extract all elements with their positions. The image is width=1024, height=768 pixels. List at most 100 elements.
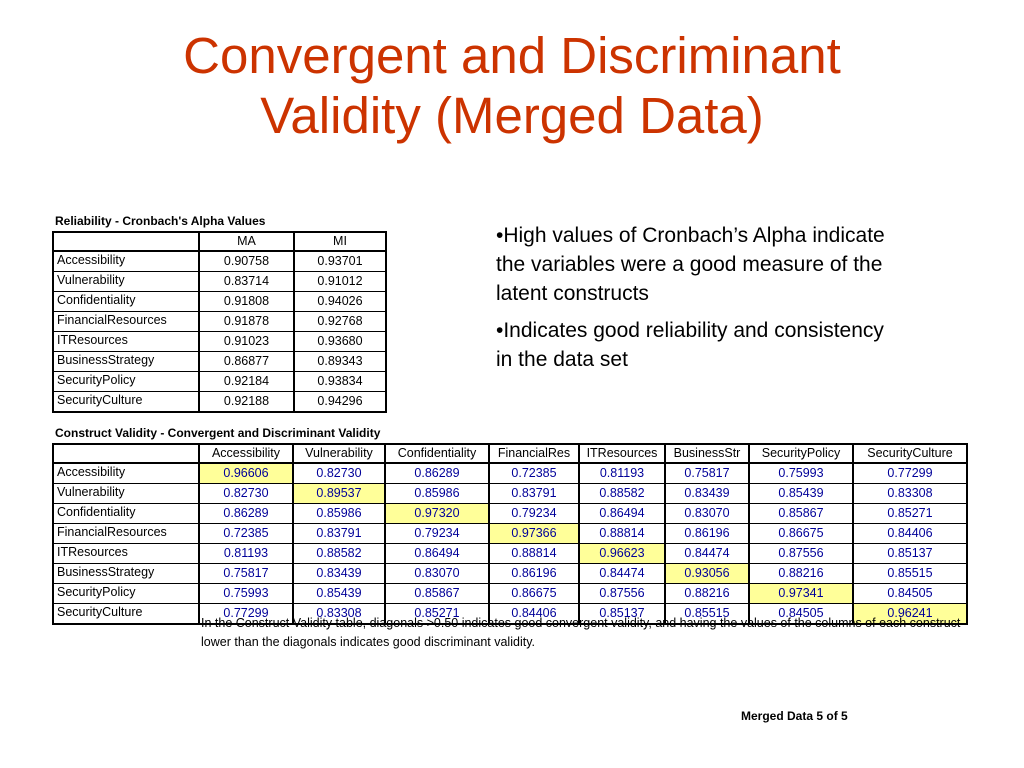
table-row: Vulnerability 0.82730 0.89537 0.85986 0.8379… xyxy=(52,483,968,504)
value-cell: 0.86675 xyxy=(749,523,854,544)
reliability-table: MA MI Accessibility 0.90758 0.93701 Vulnerabi… xyxy=(52,231,387,413)
value-cell: 0.88814 xyxy=(489,543,580,564)
value-cell: 0.85867 xyxy=(385,583,490,604)
value-cell: 0.84474 xyxy=(665,543,750,564)
value-cell: 0.94296 xyxy=(294,391,387,413)
value-cell: 0.84406 xyxy=(489,603,580,625)
value-cell: 0.85439 xyxy=(293,583,386,604)
value-cell: 0.92768 xyxy=(294,311,387,332)
slide-title-line-2: Validity (Merged Data) xyxy=(260,87,764,144)
column-header: FinancialRes xyxy=(489,443,580,464)
slide-title-line-1: Convergent and Discriminant xyxy=(183,27,841,84)
row-label: Confidentiality xyxy=(52,503,200,524)
value-cell: 0.86289 xyxy=(385,462,490,484)
table-row: Confidentiality 0.86289 0.85986 0.97320 0.79… xyxy=(52,503,968,524)
value-cell: 0.79234 xyxy=(385,523,490,544)
bullet-list: •High values of Cronbach’s Alpha indicat… xyxy=(496,221,896,382)
value-cell: 0.83439 xyxy=(665,483,750,504)
value-cell: 0.86196 xyxy=(665,523,750,544)
table-row: BusinessStrategy 0.86877 0.89343 xyxy=(52,351,387,372)
value-cell: 0.92184 xyxy=(199,371,295,392)
row-label: ITResources xyxy=(52,543,200,564)
table-row: Accessibility 0.96606 0.82730 0.86289 0.7238… xyxy=(52,462,968,484)
value-cell: 0.92188 xyxy=(199,391,295,413)
value-cell: 0.83439 xyxy=(293,563,386,584)
construct-validity-table: Accessibility Vulnerability Confidentialit… xyxy=(52,443,968,625)
value-cell: 0.86494 xyxy=(385,543,490,564)
value-cell: 0.84406 xyxy=(853,523,968,544)
value-cell: 0.84474 xyxy=(579,563,666,584)
table-row: SecurityCulture 0.77299 0.83308 0.85271 0.84… xyxy=(52,603,968,625)
value-cell: 0.90758 xyxy=(199,250,295,272)
value-cell: 0.93834 xyxy=(294,371,387,392)
value-cell: 0.86877 xyxy=(199,351,295,372)
construct-validity-note: In the Construct Validity table, diagona… xyxy=(201,616,961,649)
value-cell: 0.83714 xyxy=(199,271,295,292)
table-row: FinancialResources 0.91878 0.92768 xyxy=(52,311,387,332)
value-cell: 0.84505 xyxy=(749,603,854,625)
value-cell: 0.88216 xyxy=(749,563,854,584)
value-cell: 0.77299 xyxy=(199,603,294,625)
row-label: SecurityPolicy xyxy=(52,583,200,604)
bullet-item: •High values of Cronbach’s Alpha indicat… xyxy=(496,224,885,305)
value-cell: 0.79234 xyxy=(489,503,580,524)
diagonal-value-cell: 0.96623 xyxy=(579,543,666,564)
table-row: SecurityPolicy 0.92184 0.93834 xyxy=(52,371,387,392)
table-row: Accessibility 0.90758 0.93701 xyxy=(52,250,387,272)
slide-footer: Merged Data 5 of 5 xyxy=(741,709,848,723)
header-corner-cell xyxy=(52,443,200,464)
value-cell: 0.85867 xyxy=(749,503,854,524)
value-cell: 0.85137 xyxy=(853,543,968,564)
value-cell: 0.85439 xyxy=(749,483,854,504)
value-cell: 0.91808 xyxy=(199,291,295,312)
row-label: BusinessStrategy xyxy=(52,563,200,584)
diagonal-value-cell: 0.96241 xyxy=(853,603,968,625)
table-row: SecurityCulture 0.92188 0.94296 xyxy=(52,391,387,413)
diagonal-value-cell: 0.93056 xyxy=(665,563,750,584)
value-cell: 0.75817 xyxy=(665,462,750,484)
value-cell: 0.91012 xyxy=(294,271,387,292)
table-row: ITResources 0.91023 0.93680 xyxy=(52,331,387,352)
value-cell: 0.88582 xyxy=(579,483,666,504)
value-cell: 0.83308 xyxy=(853,483,968,504)
value-cell: 0.72385 xyxy=(199,523,294,544)
value-cell: 0.88814 xyxy=(579,523,666,544)
table-header-row: MA MI xyxy=(52,231,387,252)
value-cell: 0.75993 xyxy=(749,462,854,484)
table-header-row: Accessibility Vulnerability Confidentialit… xyxy=(52,443,968,464)
column-header: Confidentiality xyxy=(385,443,490,464)
value-cell: 0.81193 xyxy=(199,543,294,564)
value-cell: 0.77299 xyxy=(853,462,968,484)
value-cell: 0.87556 xyxy=(749,543,854,564)
value-cell: 0.86289 xyxy=(199,503,294,524)
diagonal-value-cell: 0.97320 xyxy=(385,503,490,524)
construct-validity-caption: Construct Validity - Convergent and Disc… xyxy=(55,426,381,440)
value-cell: 0.85137 xyxy=(579,603,666,625)
value-cell: 0.91023 xyxy=(199,331,295,352)
value-cell: 0.81193 xyxy=(579,462,666,484)
row-label: SecurityCulture xyxy=(52,603,200,625)
table-row: ITResources 0.81193 0.88582 0.86494 0.88814 0… xyxy=(52,543,968,564)
value-cell: 0.86196 xyxy=(489,563,580,584)
column-header: MA xyxy=(199,231,295,252)
row-label: Accessibility xyxy=(52,462,200,484)
table-row: Vulnerability 0.83714 0.91012 xyxy=(52,271,387,292)
bullet-item: •Indicates good reliability and consiste… xyxy=(496,319,884,371)
column-header: BusinessStr xyxy=(665,443,750,464)
value-cell: 0.91878 xyxy=(199,311,295,332)
table-row: FinancialResources 0.72385 0.83791 0.79234 0… xyxy=(52,523,968,544)
table-row: SecurityPolicy 0.75993 0.85439 0.85867 0.866… xyxy=(52,583,968,604)
value-cell: 0.84505 xyxy=(853,583,968,604)
row-label: SecurityPolicy xyxy=(52,371,200,392)
value-cell: 0.93680 xyxy=(294,331,387,352)
header-corner-cell xyxy=(52,231,200,252)
value-cell: 0.93701 xyxy=(294,250,387,272)
value-cell: 0.83791 xyxy=(489,483,580,504)
row-label: Vulnerability xyxy=(52,271,200,292)
value-cell: 0.82730 xyxy=(293,462,386,484)
value-cell: 0.83791 xyxy=(293,523,386,544)
value-cell: 0.85271 xyxy=(385,603,490,625)
slide-title: Convergent and Discriminant Validity (Me… xyxy=(0,26,1024,146)
value-cell: 0.86675 xyxy=(489,583,580,604)
column-header: ITResources xyxy=(579,443,666,464)
